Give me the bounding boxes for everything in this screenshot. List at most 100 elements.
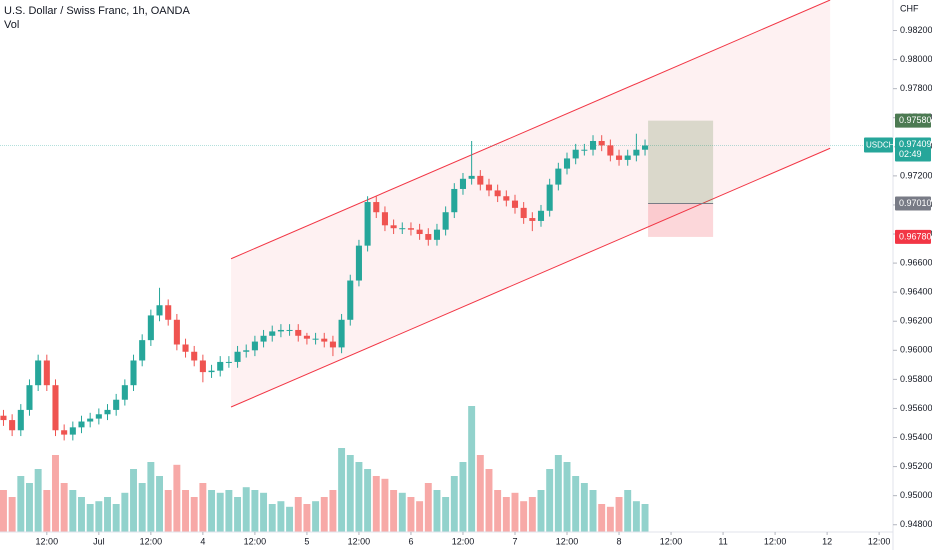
volume-bar bbox=[641, 504, 649, 532]
volume-bar bbox=[572, 476, 580, 532]
candle-body bbox=[494, 190, 501, 197]
volume-bar bbox=[606, 506, 614, 532]
candle-body bbox=[364, 202, 371, 246]
candle-body bbox=[511, 200, 519, 208]
candle-body bbox=[355, 245, 362, 281]
candle-body bbox=[520, 207, 527, 219]
candle-body bbox=[52, 385, 59, 431]
candle-body bbox=[390, 225, 397, 229]
volume-bar bbox=[320, 497, 328, 532]
candle-body bbox=[286, 329, 293, 331]
candle-body bbox=[9, 420, 16, 431]
y-tick-label: 0.96000 bbox=[900, 345, 932, 355]
volume-bar bbox=[242, 487, 250, 532]
volume-bar bbox=[17, 476, 25, 532]
y-tick-label: 0.98200 bbox=[900, 25, 932, 35]
position-loss bbox=[648, 203, 714, 237]
volume-bar bbox=[104, 497, 111, 532]
x-tick-label: 8 bbox=[617, 536, 622, 546]
volume-bar bbox=[546, 469, 554, 532]
volume-bar bbox=[86, 504, 94, 532]
candle-body bbox=[503, 196, 510, 201]
candle-body bbox=[113, 399, 120, 410]
candle-body bbox=[589, 140, 597, 150]
x-tick-label: 12:00 bbox=[452, 536, 475, 546]
y-tick-label: 0.97800 bbox=[900, 83, 932, 93]
candle-body bbox=[165, 305, 172, 320]
volume-bar bbox=[372, 476, 380, 532]
volume-bar bbox=[43, 490, 51, 532]
candle-body bbox=[217, 361, 224, 371]
candle-body bbox=[277, 329, 284, 332]
volume-bar bbox=[277, 501, 285, 532]
candle-body bbox=[87, 418, 94, 422]
x-tick-label: 12:00 bbox=[556, 536, 579, 546]
target-box bbox=[895, 113, 931, 128]
volume-bar bbox=[502, 497, 510, 532]
candle-body bbox=[43, 360, 50, 386]
candle-body bbox=[26, 385, 33, 410]
x-tick-label: 12:00 bbox=[868, 536, 891, 546]
volume-bar bbox=[225, 490, 233, 532]
volume-bar bbox=[398, 492, 406, 532]
volume-legend: Vol bbox=[4, 19, 19, 31]
volume-bar bbox=[598, 504, 606, 532]
candle-body bbox=[433, 229, 440, 240]
symbol-label: USDCHF bbox=[866, 141, 899, 150]
candle-body bbox=[416, 229, 423, 235]
volume-bar bbox=[26, 483, 33, 532]
candle-body bbox=[130, 360, 137, 386]
candle-body bbox=[329, 341, 336, 348]
candle-body bbox=[61, 430, 68, 435]
last-price-label: 0.97409 bbox=[899, 139, 932, 149]
volume-bar bbox=[34, 469, 42, 532]
y-tick-label: 0.95000 bbox=[900, 490, 932, 500]
symbol-box bbox=[864, 137, 893, 153]
candle-body bbox=[104, 409, 111, 415]
x-tick-label: 7 bbox=[512, 536, 517, 546]
candle-body bbox=[0, 415, 7, 421]
volume-bar bbox=[60, 483, 68, 532]
candle-body bbox=[156, 305, 163, 316]
candle-body bbox=[295, 329, 302, 336]
volume-bar bbox=[468, 406, 476, 532]
candle-body bbox=[381, 212, 388, 226]
volume-bar bbox=[528, 497, 536, 532]
x-tick-label: 12:00 bbox=[36, 536, 59, 546]
candle-body bbox=[208, 370, 215, 373]
x-tick-label: 6 bbox=[408, 536, 413, 546]
y-tick-label: 0.95200 bbox=[900, 461, 932, 471]
candle-body bbox=[95, 414, 102, 419]
volume-bar bbox=[8, 497, 16, 532]
x-tick-label: 12:00 bbox=[140, 536, 163, 546]
y-tick-label: 0.96400 bbox=[900, 287, 932, 297]
volume-bar bbox=[554, 455, 562, 532]
candle-body bbox=[321, 338, 328, 342]
candle-body bbox=[581, 149, 588, 151]
entry-label: 0.97010 bbox=[899, 198, 932, 208]
channel-upper bbox=[230, 0, 831, 260]
axes: 0.94800 0.95000 0.95200 0.95400 0.95600 0.958… bbox=[36, 25, 932, 546]
candle-body bbox=[191, 351, 198, 361]
candle-body bbox=[485, 184, 493, 191]
candle-body bbox=[182, 344, 189, 352]
candle-body bbox=[607, 145, 614, 156]
candle-body bbox=[451, 188, 458, 213]
volume-bar bbox=[0, 490, 7, 532]
x-tick-label: Jul bbox=[93, 536, 105, 546]
currency-label: CHF bbox=[900, 3, 919, 13]
volume-bar bbox=[476, 455, 484, 532]
x-tick-label: 4 bbox=[200, 536, 205, 546]
volume-bar bbox=[190, 497, 198, 532]
position-profit bbox=[648, 120, 714, 204]
channel-lower bbox=[230, 147, 831, 408]
candle-body bbox=[442, 212, 449, 230]
candle-body bbox=[373, 202, 380, 213]
volume-bar bbox=[78, 497, 85, 532]
volume-bar bbox=[442, 497, 450, 532]
volume-bar bbox=[182, 490, 190, 532]
candle-body bbox=[139, 340, 146, 361]
candle-body bbox=[546, 184, 553, 211]
volume-bar bbox=[121, 492, 129, 532]
